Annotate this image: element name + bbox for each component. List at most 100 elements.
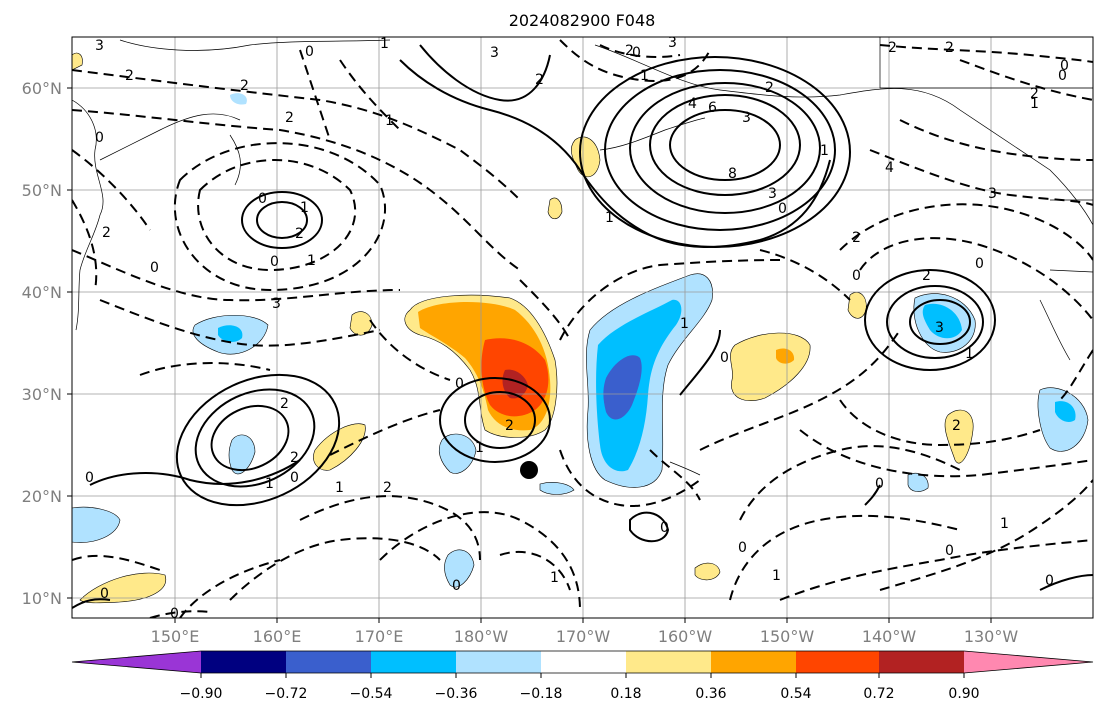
lon-label: 140°W xyxy=(862,627,917,646)
contour-label: 0 xyxy=(290,470,299,486)
contour-label: 3 xyxy=(988,186,997,202)
contour-label: 2 xyxy=(295,226,304,242)
map-area: 3 0 1 2 2 0 1 1 0 2 1 2 3 3 3 0 0 1 2 0 … xyxy=(72,35,1093,622)
contour-label: 1 xyxy=(1030,96,1039,112)
contour-label: 2 xyxy=(280,396,289,412)
contour-label: 0 xyxy=(270,254,279,270)
contour-label: 1 xyxy=(475,440,484,456)
contour-label: 1 xyxy=(605,210,614,226)
contour-label: 0 xyxy=(95,130,104,146)
tick-marks xyxy=(67,87,992,623)
contour-label: 3 xyxy=(272,296,281,312)
contour-label: 0 xyxy=(660,520,669,536)
colorbar-segment xyxy=(286,651,371,673)
contour-label: 6 xyxy=(708,100,717,116)
contour-label: 1 xyxy=(265,476,274,492)
blue-patch-7 xyxy=(444,549,475,588)
colorbar-segment xyxy=(711,651,796,673)
contour-label: 3 xyxy=(742,110,751,126)
colorbar-tick-label: 0.90 xyxy=(948,686,979,702)
contour-label: 0 xyxy=(85,470,94,486)
colorbar-segment xyxy=(964,651,1093,673)
contour-label: 2 xyxy=(102,225,111,241)
orange-patch-1 xyxy=(776,348,795,364)
colorbar-tick-label: −0.72 xyxy=(265,686,308,702)
colorbar-tick-label: −0.18 xyxy=(520,686,563,702)
yellow-patch-6 xyxy=(847,291,867,319)
contour-label: 1 xyxy=(640,68,649,84)
contour-label: 0 xyxy=(738,540,747,556)
contour-label: 0 xyxy=(258,191,267,207)
colorbar-tick-label: 0.54 xyxy=(780,686,811,702)
contours xyxy=(72,39,1093,618)
blue-patch-10 xyxy=(230,93,247,105)
lon-label: 150°E xyxy=(151,627,200,646)
high-contours-east xyxy=(864,269,996,371)
high-contours-nw xyxy=(241,191,323,249)
lat-label: 30°N xyxy=(22,385,62,404)
contour-label: 0 xyxy=(100,586,109,602)
contour-label: 2 xyxy=(505,418,514,434)
yellow-patch-7 xyxy=(944,409,974,464)
contour-label: 1 xyxy=(335,480,344,496)
high-contours-west xyxy=(89,373,341,507)
blue-patch-8 xyxy=(539,482,575,495)
contour-label: 0 xyxy=(975,256,984,272)
colorbar: −0.90 −0.72 −0.54 −0.36 −0.18 0.18 0.36 … xyxy=(71,650,1094,702)
contour-label: 4 xyxy=(885,160,894,176)
contour-label: 0 xyxy=(305,44,314,60)
contour-label: 1 xyxy=(820,143,829,159)
high-contours-center xyxy=(439,377,551,463)
lon-label: 160°W xyxy=(658,627,713,646)
colorbar-tick-label: 0.36 xyxy=(695,686,726,702)
colorbar-tick-labels: −0.90 −0.72 −0.54 −0.36 −0.18 0.18 0.36 … xyxy=(180,686,980,702)
blue-patch-2-inner xyxy=(922,303,962,339)
contour-label: 3 xyxy=(668,35,677,51)
blue-patch-4 xyxy=(72,506,121,543)
colorbar-segment xyxy=(201,651,286,673)
latitude-labels: 60°N 50°N 40°N 30°N 20°N 10°N xyxy=(22,79,62,608)
colorbar-segment xyxy=(541,651,626,673)
colorbar-tick-label: 0.18 xyxy=(610,686,641,702)
yellow-patch-1 xyxy=(730,332,811,401)
colorbar-tick-label: −0.54 xyxy=(350,686,393,702)
contour-label: 0 xyxy=(452,578,461,594)
contour-label: 2 xyxy=(383,480,392,496)
contour-label: 1 xyxy=(550,570,559,586)
yellow-patch-3 xyxy=(547,197,563,220)
shaded-field xyxy=(72,52,1089,604)
contour-label: 0 xyxy=(1058,68,1067,84)
contour-label: 1 xyxy=(307,253,316,269)
contour-label: 2 xyxy=(888,40,897,56)
contour-label: 2 xyxy=(125,68,134,84)
colorbar-segment xyxy=(371,651,456,673)
contour-label: 0 xyxy=(170,606,179,622)
colorbar-tick-label: −0.90 xyxy=(180,686,223,702)
positive-anomaly-darkred xyxy=(502,369,528,399)
contour-label: 8 xyxy=(728,166,737,182)
contour-labels: 3 0 1 2 2 0 1 1 0 2 1 2 3 3 3 0 0 1 2 0 … xyxy=(85,35,1069,622)
longitude-labels: 150°E 160°E 170°E 180°W 170°W 160°W 150°… xyxy=(151,627,1019,646)
contour-label: 3 xyxy=(935,320,944,336)
colorbar-tick-label: 0.72 xyxy=(863,686,894,702)
contour-label: 0 xyxy=(1060,58,1069,74)
dashed-contours xyxy=(72,39,1093,618)
lat-label: 10°N xyxy=(22,589,62,608)
contour-label: 1 xyxy=(1000,516,1009,532)
contour-label: 2 xyxy=(922,268,931,284)
colorbar-segment xyxy=(626,651,711,673)
contour-label: 3 xyxy=(95,38,104,54)
colorbar-segment xyxy=(456,651,541,673)
contour-label: 0 xyxy=(150,260,159,276)
negative-anomaly-blue xyxy=(603,355,642,420)
high-contours-north xyxy=(399,44,851,248)
contour-label: 1 xyxy=(772,568,781,584)
contour-label: 0 xyxy=(455,376,464,392)
blue-patch-1-inner xyxy=(218,325,243,342)
blue-patch-6 xyxy=(228,434,256,475)
storm-center-marker xyxy=(520,461,538,479)
blue-patch-9 xyxy=(907,472,929,492)
map-title: 2024082900 F048 xyxy=(509,11,656,30)
contour-label: 4 xyxy=(688,96,697,112)
